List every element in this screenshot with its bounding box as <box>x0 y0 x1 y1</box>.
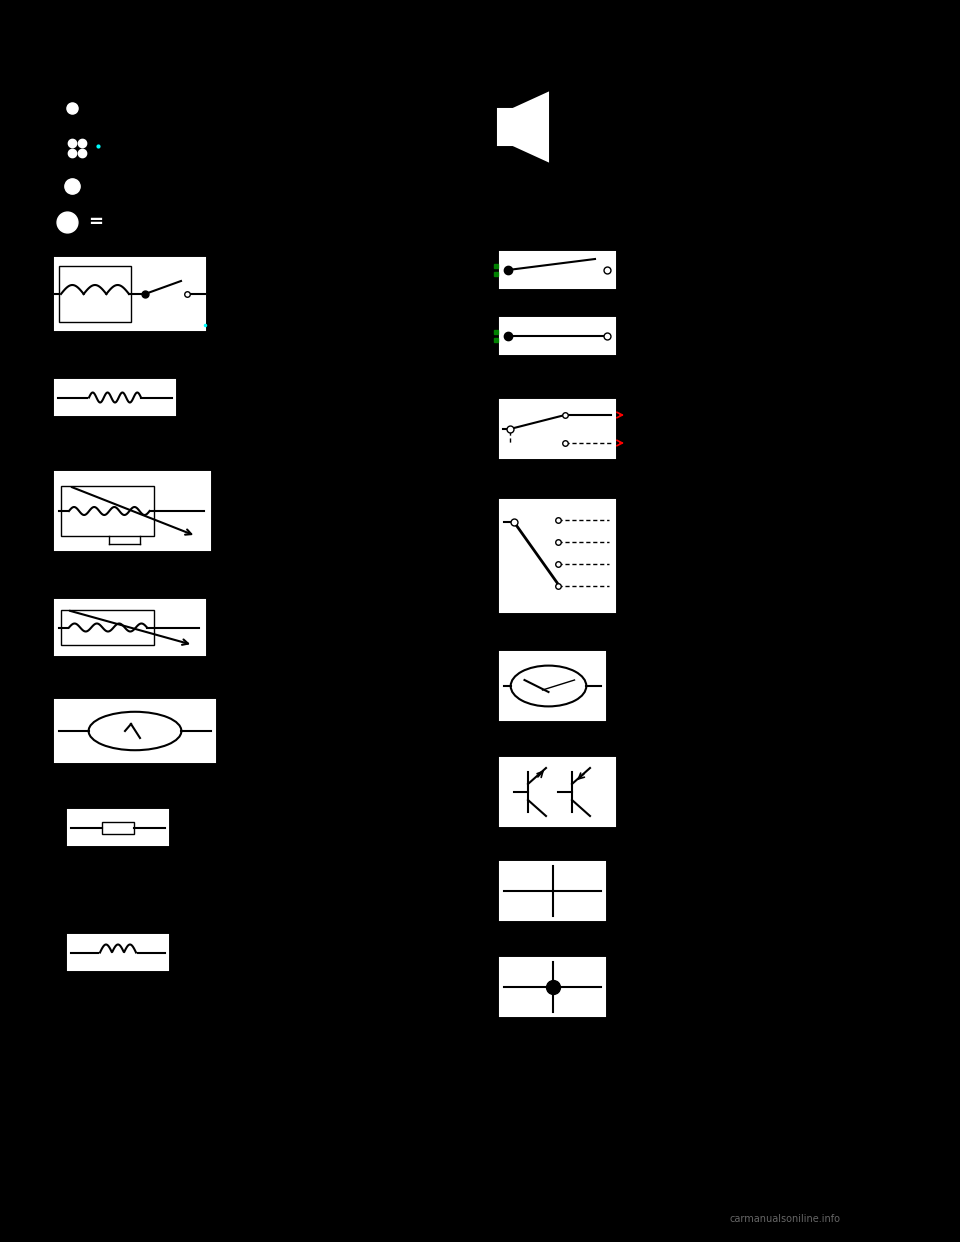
Text: =: = <box>88 212 103 231</box>
Ellipse shape <box>511 666 587 707</box>
Bar <box>59 266 131 322</box>
Bar <box>500 318 615 354</box>
Polygon shape <box>513 93 548 161</box>
Ellipse shape <box>88 712 181 750</box>
Bar <box>55 380 175 415</box>
Bar <box>68 935 168 970</box>
Bar <box>55 700 215 763</box>
Bar <box>498 109 513 145</box>
Bar <box>500 400 615 458</box>
Bar <box>55 472 210 550</box>
Text: carmanualsoniline.info: carmanualsoniline.info <box>730 1213 841 1225</box>
Bar <box>500 252 615 288</box>
Bar <box>500 958 605 1016</box>
Bar <box>68 810 168 845</box>
Bar <box>500 501 615 612</box>
Bar <box>500 862 605 920</box>
Bar <box>102 821 134 833</box>
Bar <box>61 610 154 645</box>
Bar <box>55 258 205 330</box>
Bar <box>500 652 605 720</box>
Bar <box>55 600 205 655</box>
Bar <box>500 758 615 826</box>
Bar <box>61 486 154 537</box>
